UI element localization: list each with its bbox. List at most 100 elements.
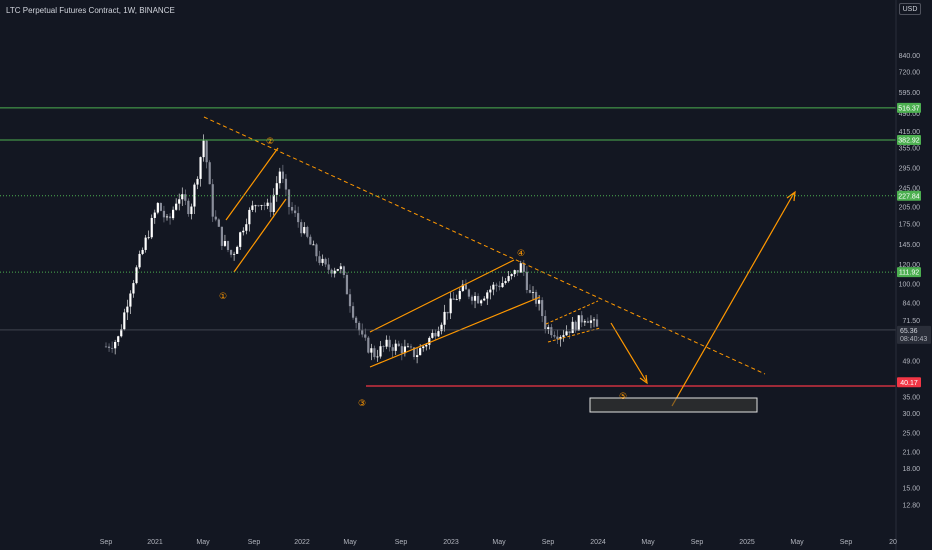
candle-body[interactable]: [440, 324, 443, 332]
candle-body[interactable]: [126, 306, 129, 313]
candle-body[interactable]: [129, 293, 132, 307]
candle-body[interactable]: [318, 256, 321, 263]
candle-body[interactable]: [190, 206, 193, 215]
candle-body[interactable]: [559, 336, 562, 340]
candle-body[interactable]: [498, 285, 501, 288]
candle-body[interactable]: [364, 334, 367, 338]
candle-body[interactable]: [467, 289, 471, 297]
candle-body[interactable]: [342, 266, 345, 275]
candle-body[interactable]: [165, 216, 169, 218]
candle-body[interactable]: [306, 227, 309, 237]
candle-body[interactable]: [495, 284, 498, 286]
candle-body[interactable]: [431, 332, 434, 338]
candle-body[interactable]: [406, 346, 410, 348]
candle-body[interactable]: [107, 346, 111, 348]
candle-body[interactable]: [504, 281, 507, 283]
candle-body[interactable]: [586, 321, 589, 323]
candle-body[interactable]: [333, 270, 336, 274]
candle-body[interactable]: [473, 296, 477, 301]
candle-body[interactable]: [147, 237, 150, 239]
candle-body[interactable]: [251, 205, 254, 210]
candle-body[interactable]: [379, 346, 382, 357]
candle-body[interactable]: [480, 300, 483, 304]
symbol-title[interactable]: LTC Perpetual Futures Contract, 1W, BINA…: [6, 6, 175, 15]
candle-body[interactable]: [403, 346, 406, 354]
candle-body[interactable]: [583, 321, 586, 323]
candle-body[interactable]: [409, 346, 413, 348]
candle-body[interactable]: [388, 339, 391, 348]
candle-body[interactable]: [574, 321, 577, 331]
candle-body[interactable]: [208, 162, 211, 185]
candle-body[interactable]: [312, 244, 315, 246]
candle-body[interactable]: [486, 292, 489, 299]
candle-body[interactable]: [373, 348, 376, 358]
candle-body[interactable]: [513, 270, 516, 275]
channel-2023-upper[interactable]: [369, 259, 515, 333]
candle-body[interactable]: [266, 202, 269, 206]
wave-label[interactable]: ④: [517, 248, 525, 258]
candle-body[interactable]: [184, 194, 187, 201]
candle-body[interactable]: [547, 327, 550, 330]
candle-body[interactable]: [553, 335, 556, 337]
candle-body[interactable]: [550, 327, 553, 336]
projection-up-arrow[interactable]: [671, 192, 795, 407]
candle-body[interactable]: [141, 249, 144, 254]
candle-body[interactable]: [309, 236, 312, 245]
candle-body[interactable]: [522, 263, 525, 272]
candle-body[interactable]: [223, 241, 227, 246]
channel-2021-lower[interactable]: [233, 198, 287, 273]
candle-body[interactable]: [236, 246, 239, 254]
candle-body[interactable]: [489, 289, 492, 293]
candle-body[interactable]: [461, 284, 464, 291]
candle-body[interactable]: [156, 203, 159, 213]
candle-body[interactable]: [217, 219, 220, 227]
candle-body[interactable]: [300, 222, 303, 234]
candle-body[interactable]: [516, 270, 519, 273]
candle-body[interactable]: [321, 258, 324, 263]
candle-body[interactable]: [199, 157, 202, 179]
candle-body[interactable]: [162, 210, 166, 218]
channel-2021-upper[interactable]: [225, 147, 279, 221]
candle-body[interactable]: [168, 216, 172, 219]
candle-body[interactable]: [370, 348, 373, 353]
candle-body[interactable]: [202, 140, 205, 158]
candle-body[interactable]: [175, 203, 178, 210]
candle-body[interactable]: [351, 306, 355, 318]
candle-body[interactable]: [275, 183, 278, 195]
candle-body[interactable]: [577, 315, 580, 331]
candle-body[interactable]: [172, 209, 175, 219]
candle-body[interactable]: [568, 331, 571, 334]
candle-body[interactable]: [260, 205, 263, 206]
candle-body[interactable]: [397, 343, 400, 347]
channel-small-lower[interactable]: [547, 327, 601, 343]
candle-body[interactable]: [477, 296, 480, 304]
candle-body[interactable]: [348, 294, 352, 307]
candle-body[interactable]: [294, 210, 297, 214]
candle-body[interactable]: [534, 292, 538, 304]
candle-body[interactable]: [135, 267, 138, 284]
candle-body[interactable]: [422, 346, 425, 349]
candle-body[interactable]: [419, 348, 422, 356]
candle-body[interactable]: [571, 321, 574, 334]
candle-body[interactable]: [519, 263, 522, 273]
candle-body[interactable]: [257, 205, 260, 207]
candle-body[interactable]: [510, 274, 513, 277]
candle-body[interactable]: [391, 347, 394, 351]
candle-body[interactable]: [507, 276, 510, 282]
candle-body[interactable]: [111, 347, 114, 349]
candle-body[interactable]: [589, 320, 593, 323]
candle-body[interactable]: [538, 300, 541, 304]
candle-body[interactable]: [358, 322, 361, 331]
candle-body[interactable]: [455, 299, 458, 300]
candle-body[interactable]: [153, 212, 156, 218]
candle-body[interactable]: [287, 189, 291, 207]
candle-body[interactable]: [117, 336, 120, 343]
candle-body[interactable]: [428, 337, 431, 345]
candle-body[interactable]: [284, 178, 288, 190]
candle-body[interactable]: [595, 319, 599, 327]
candle-body[interactable]: [544, 316, 547, 330]
candle-body[interactable]: [120, 329, 123, 337]
candle-body[interactable]: [562, 335, 565, 337]
candle-body[interactable]: [159, 203, 162, 211]
